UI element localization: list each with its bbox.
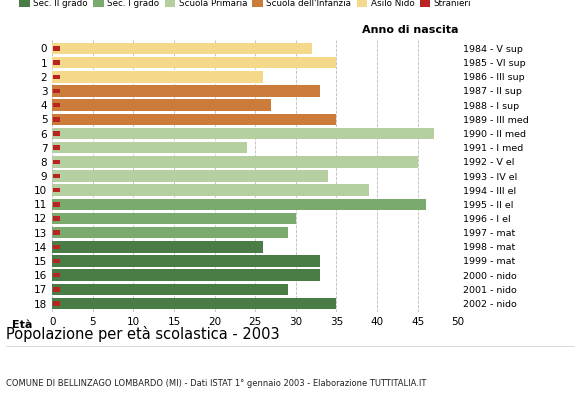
Bar — [52, 85, 320, 97]
Bar — [52, 170, 328, 182]
Text: Popolazione per età scolastica - 2003: Popolazione per età scolastica - 2003 — [6, 326, 280, 342]
Text: Anno di nascita: Anno di nascita — [362, 24, 458, 34]
Bar — [52, 142, 247, 154]
Bar — [52, 241, 263, 253]
Bar — [52, 43, 312, 54]
Bar — [52, 114, 336, 125]
Bar — [53, 160, 60, 164]
Text: COMUNE DI BELLINZAGO LOMBARDO (MI) - Dati ISTAT 1° gennaio 2003 - Elaborazione T: COMUNE DI BELLINZAGO LOMBARDO (MI) - Dat… — [6, 379, 426, 388]
Bar — [52, 213, 296, 224]
Bar — [52, 57, 336, 68]
Bar — [52, 227, 288, 238]
Bar — [53, 146, 60, 150]
Bar — [53, 60, 60, 65]
Bar — [53, 230, 60, 235]
Text: Età: Età — [12, 320, 32, 330]
Bar — [53, 46, 60, 51]
Bar — [53, 89, 60, 93]
Bar — [52, 284, 288, 295]
Bar — [53, 216, 60, 221]
Bar — [53, 245, 60, 249]
Bar — [52, 156, 418, 168]
Bar — [53, 117, 60, 122]
Bar — [53, 174, 60, 178]
Bar — [53, 259, 60, 263]
Bar — [52, 298, 336, 309]
Bar — [52, 255, 320, 267]
Legend: Sec. II grado, Sec. I grado, Scuola Primaria, Scuola dell'Infanzia, Asilo Nido, : Sec. II grado, Sec. I grado, Scuola Prim… — [16, 0, 474, 12]
Bar — [53, 103, 60, 107]
Bar — [53, 273, 60, 277]
Bar — [53, 75, 60, 79]
Bar — [53, 202, 60, 206]
Bar — [53, 131, 60, 136]
Bar — [52, 99, 271, 111]
Bar — [53, 287, 60, 292]
Bar — [52, 184, 369, 196]
Bar — [53, 301, 60, 306]
Bar — [52, 198, 426, 210]
Bar — [52, 269, 320, 281]
Bar — [52, 71, 263, 83]
Bar — [52, 128, 434, 139]
Bar — [53, 188, 60, 192]
